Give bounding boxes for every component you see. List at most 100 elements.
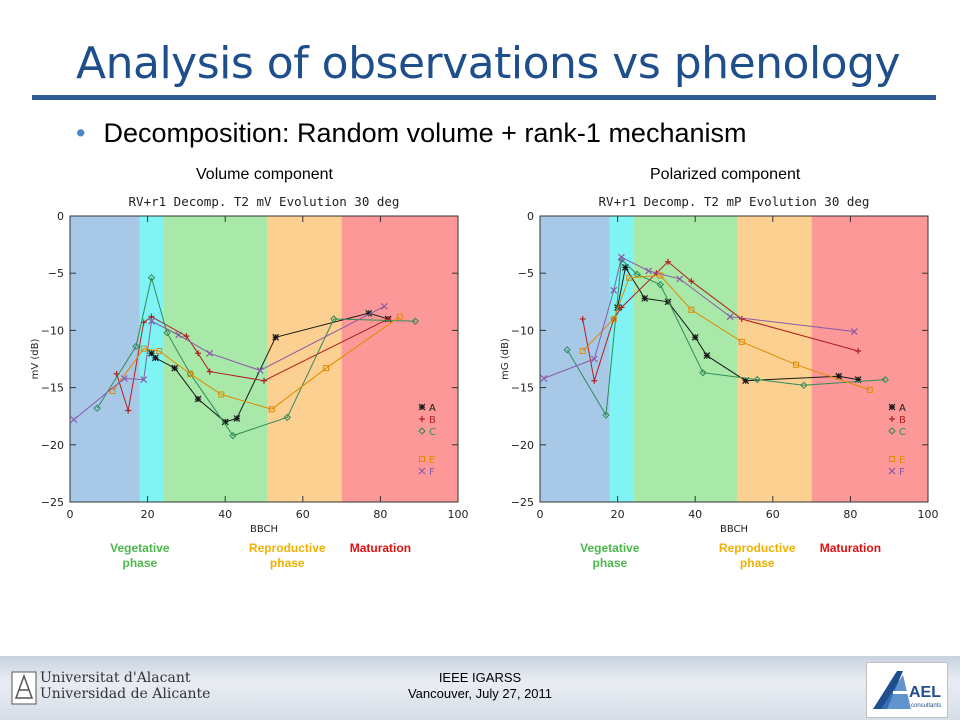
y-tick-label: −25 bbox=[41, 496, 64, 509]
data-point bbox=[703, 352, 711, 359]
data-point bbox=[411, 317, 420, 325]
data-point bbox=[221, 418, 229, 426]
phase-band bbox=[633, 216, 738, 502]
y-tick-label: 0 bbox=[57, 210, 64, 223]
legend-label: A bbox=[899, 403, 906, 414]
data-point bbox=[591, 377, 598, 384]
data-point bbox=[664, 298, 672, 306]
legend-label: E bbox=[429, 455, 435, 466]
data-point bbox=[888, 427, 896, 435]
chart-title: RV+r1 Decomp. T2 mV Evolution 30 deg bbox=[129, 194, 400, 209]
data-point bbox=[330, 315, 338, 323]
legend-label: C bbox=[899, 427, 906, 438]
data-point bbox=[187, 370, 194, 377]
data-point bbox=[229, 431, 237, 440]
data-point bbox=[175, 331, 183, 339]
data-point bbox=[688, 306, 695, 313]
legend-label: E bbox=[899, 455, 905, 466]
data-point bbox=[148, 317, 155, 325]
data-point bbox=[163, 328, 171, 337]
data-point bbox=[268, 406, 275, 413]
data-point bbox=[590, 355, 598, 363]
university-name: Universitat d'Alacant Universidad de Ali… bbox=[40, 670, 210, 702]
data-point bbox=[419, 456, 425, 462]
legend-label: F bbox=[899, 467, 905, 478]
data-point bbox=[726, 313, 734, 321]
phase-label: Maturation bbox=[350, 541, 411, 555]
polarized-component-chart: RV+r1 Decomp. T2 mP Evolution 30 deg 0 20 4… bbox=[500, 194, 939, 570]
series-line bbox=[582, 274, 870, 391]
data-point bbox=[70, 416, 78, 424]
data-point bbox=[742, 377, 750, 385]
y-tick-label: −15 bbox=[41, 382, 64, 395]
x-tick-label: 20 bbox=[141, 508, 155, 521]
phase-label: Vegetative phase bbox=[110, 541, 170, 570]
data-point bbox=[656, 280, 664, 289]
plot-frame bbox=[69, 215, 459, 503]
legend-label: F bbox=[429, 467, 435, 478]
phase-label: Reproductive phase bbox=[249, 541, 326, 570]
data-point bbox=[272, 333, 280, 341]
phase-band bbox=[70, 216, 140, 502]
phase-label-line: Reproductive bbox=[249, 541, 326, 555]
phase-band bbox=[811, 216, 928, 502]
data-point bbox=[688, 278, 695, 285]
ael-logo: AEL consultants bbox=[866, 662, 948, 718]
data-point bbox=[194, 395, 202, 403]
phase-label-line: Vegetative bbox=[580, 541, 640, 555]
ael-logo-subtext: consultants bbox=[911, 703, 941, 709]
data-point bbox=[151, 354, 159, 362]
bullet-point: • Decomposition: Random volume + rank-1 m… bbox=[76, 118, 746, 149]
data-point bbox=[800, 381, 808, 390]
legend: ABC EF bbox=[888, 403, 906, 478]
x-tick-label: 80 bbox=[373, 508, 387, 521]
polarized-component-label: Polarized component bbox=[650, 166, 801, 183]
slide-title: Analysis of observations vs phenology bbox=[76, 38, 901, 89]
data-point bbox=[602, 411, 610, 419]
series-B bbox=[113, 313, 392, 414]
data-point bbox=[283, 413, 291, 422]
x-tick-label: 40 bbox=[688, 508, 702, 521]
data-point bbox=[365, 309, 373, 317]
data-point bbox=[641, 294, 649, 302]
footer-bar bbox=[0, 656, 960, 720]
y-tick-label: −20 bbox=[41, 439, 64, 452]
data-point bbox=[171, 364, 179, 372]
phase-band bbox=[139, 216, 164, 502]
data-point bbox=[889, 456, 895, 462]
phase-label-line: phase bbox=[122, 556, 157, 570]
data-point bbox=[540, 375, 548, 382]
footer-text: IEEE IGARSS Vancouver, July 27, 2011 bbox=[0, 670, 960, 702]
x-tick-label: 20 bbox=[611, 508, 625, 521]
phase-band bbox=[163, 216, 268, 502]
data-point bbox=[233, 415, 241, 422]
data-point bbox=[691, 333, 699, 341]
phase-label: Reproductive phase bbox=[719, 541, 796, 570]
data-point bbox=[626, 274, 633, 281]
legend-label: A bbox=[429, 403, 436, 414]
data-point bbox=[753, 375, 761, 384]
data-point bbox=[621, 264, 629, 271]
data-point bbox=[881, 375, 890, 384]
y-tick-label: −10 bbox=[41, 324, 64, 337]
data-point bbox=[888, 403, 896, 411]
title-underline bbox=[32, 95, 936, 100]
data-point bbox=[148, 349, 155, 357]
data-point bbox=[195, 350, 202, 357]
legend-label: B bbox=[429, 415, 436, 426]
phase-band bbox=[609, 216, 634, 502]
data-point bbox=[380, 302, 388, 310]
phase-label-line: phase bbox=[740, 556, 775, 570]
legend: ABC EF bbox=[418, 403, 436, 478]
legend-label: B bbox=[899, 415, 906, 426]
data-point bbox=[645, 267, 653, 275]
phase-label-line: phase bbox=[270, 556, 305, 570]
data-point bbox=[147, 274, 156, 282]
data-point bbox=[738, 315, 745, 322]
data-point bbox=[854, 376, 862, 384]
phase-label: Vegetative phase bbox=[580, 541, 640, 570]
data-point bbox=[148, 313, 155, 320]
y-tick-label: −15 bbox=[511, 382, 534, 395]
series-line bbox=[566, 258, 886, 417]
y-tick-label: −10 bbox=[511, 324, 534, 337]
